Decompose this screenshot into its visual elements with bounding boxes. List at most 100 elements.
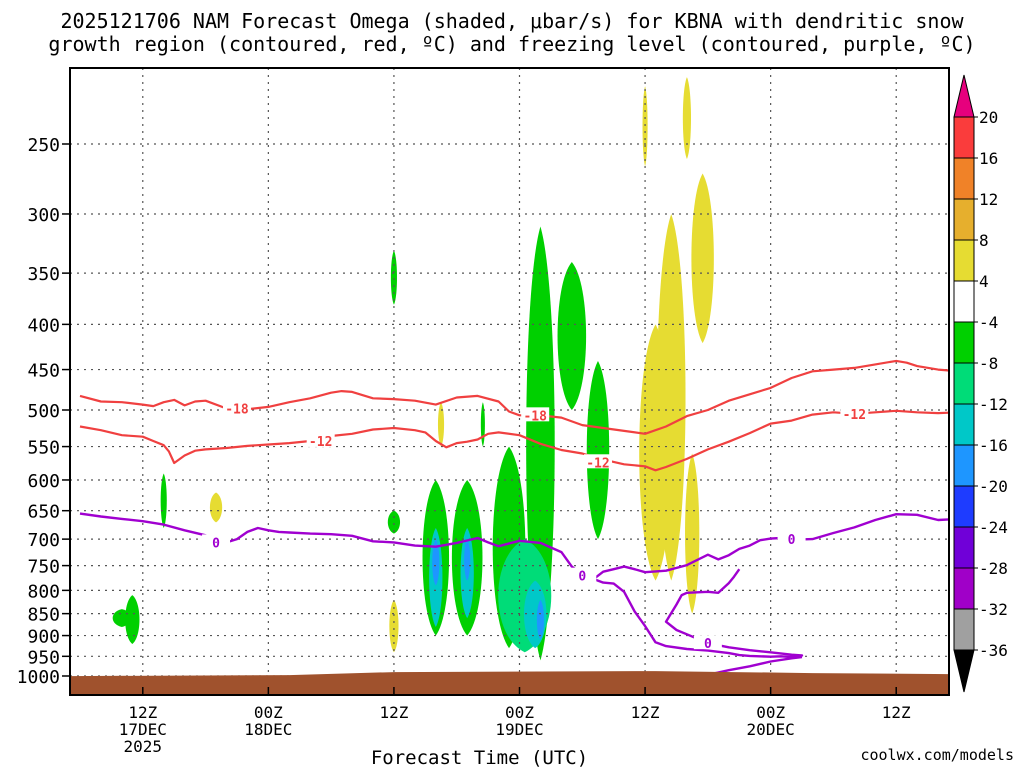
y-tick-label-850: 850 [27,605,60,626]
y-tick-label-750: 750 [27,557,60,578]
x-axis-label: Forecast Time (UTC) [371,747,588,768]
terrain-surface [70,671,949,695]
label-minus12-a: -12 [309,435,332,450]
x-tick-label-66-1: 20DEC [747,720,795,739]
x-tick-label-6-0: 12Z [128,703,157,722]
colorbar-label-12: 16 [979,149,998,168]
label-zero-d-bg [777,531,806,546]
y-tick-label-1000: 1000 [17,667,60,688]
y-tick-label-500: 500 [27,401,60,422]
omega-cell-22 [586,360,610,540]
omega-cell-12 [432,539,440,586]
colorbar-segment-1 [953,608,975,651]
label-zero-a-bg [202,534,231,549]
colorbar-segment-4 [953,485,975,528]
colorbar-label-13: 20 [979,108,998,127]
label-minus18-a-bg [222,400,251,415]
x-tick-label-78-0: 12Z [882,703,911,722]
omega-cell-1 [125,595,140,645]
label-minus12-b-bg [583,454,612,469]
colorbar-segment-3 [953,526,975,569]
omega-cell-3 [160,473,167,528]
omega-cell-24 [656,213,686,581]
label-zero-b: 0 [578,570,586,585]
colorbar-label-2: -28 [979,559,1008,578]
x-tick-label-54-0: 12Z [631,703,660,722]
x-tick-label-30-0: 12Z [379,703,408,722]
label-minus12-b: -12 [586,456,609,471]
colorbar-segment-6 [953,403,975,446]
omega-cell-26 [682,77,692,160]
y-tick-label-350: 350 [27,264,60,285]
chart-title-line-2: growth region (contoured, red, ºC) and f… [48,32,976,56]
colorbar-segment-13 [953,116,975,159]
colorbar-segment-10 [953,239,975,282]
colorbar-segment-8 [953,321,975,364]
colorbar-max-extend [953,74,975,118]
label-minus18-a: -18 [225,402,249,417]
colorbar-label-11: 12 [979,190,998,209]
source-credit: coolwx.com/models [860,746,1014,764]
label-minus18-b-bg [521,407,550,422]
omega-cell-25 [642,86,648,167]
y-tick-label-700: 700 [27,530,60,551]
omega-cell-8 [437,402,445,447]
x-tick-label-6-1: 17DEC [119,720,167,739]
y-tick-label-300: 300 [27,205,60,226]
y-tick-label-950: 950 [27,647,60,668]
colorbar-label-3: -24 [979,518,1008,537]
y-tick-label-550: 550 [27,438,60,459]
y-tick-label-250: 250 [27,135,60,156]
x-tick-label-66-0: 00Z [756,703,785,722]
colorbar-label-4: -20 [979,477,1008,496]
colorbar-label-7: -8 [979,354,998,373]
freezing-level-contour-lobe [581,568,804,659]
x-tick-label-42-0: 00Z [505,703,534,722]
label-minus12-a-bg [306,432,335,447]
colorbar-label-6: -12 [979,395,1008,414]
omega-cell-6 [387,510,401,534]
omega-cell-21 [557,261,587,410]
chart-title-line-1: 2025121706 NAM Forecast Omega (shaded, μ… [60,9,964,33]
y-tick-label-600: 600 [27,471,60,492]
colorbar-min-extend [953,649,975,693]
label-minus12-c: -12 [843,408,866,423]
label-zero-d: 0 [788,533,796,548]
label-minus12-c-bg [840,405,869,420]
x-tick-label-42-1: 19DEC [495,720,543,739]
omega-cell-20 [536,599,544,640]
label-zero-c-bg [693,635,722,650]
x-tick-label-18-0: 00Z [254,703,283,722]
omega-cell-7 [389,599,399,653]
colorbar-segment-12 [953,157,975,200]
y-tick-label-800: 800 [27,581,60,602]
colorbar-label-8: -4 [979,313,998,332]
y-tick-label-400: 400 [27,315,60,336]
label-minus18-b: -18 [523,409,547,424]
isotherm-contour--18 [79,359,949,435]
omega-cell-4 [209,492,223,523]
colorbar-segment-2 [953,567,975,610]
colorbar-segment-11 [953,198,975,241]
colorbar-segment-9 [953,280,975,323]
label-zero-b-bg [568,567,597,582]
colorbar-label-9: 4 [979,272,989,291]
x-tick-label-18-1: 18DEC [244,720,292,739]
colorbar-label-10: 8 [979,231,989,250]
colorbar-label-1: -32 [979,600,1008,619]
omega-cell-15 [464,539,471,581]
label-zero-a: 0 [212,536,220,551]
omega-cell-27 [691,173,714,344]
label-zero-c: 0 [704,637,712,652]
plot-frame [69,67,950,696]
y-tick-label-650: 650 [27,502,60,523]
colorbar-segment-7 [953,362,975,405]
y-tick-label-900: 900 [27,627,60,648]
y-tick-label-450: 450 [27,361,60,382]
x-tick-label-6-2: 2025 [124,737,163,756]
omega-cell-5 [390,250,397,305]
colorbar-label-5: -16 [979,436,1008,455]
omega-cell-28 [685,453,700,614]
colorbar-segment-5 [953,444,975,487]
